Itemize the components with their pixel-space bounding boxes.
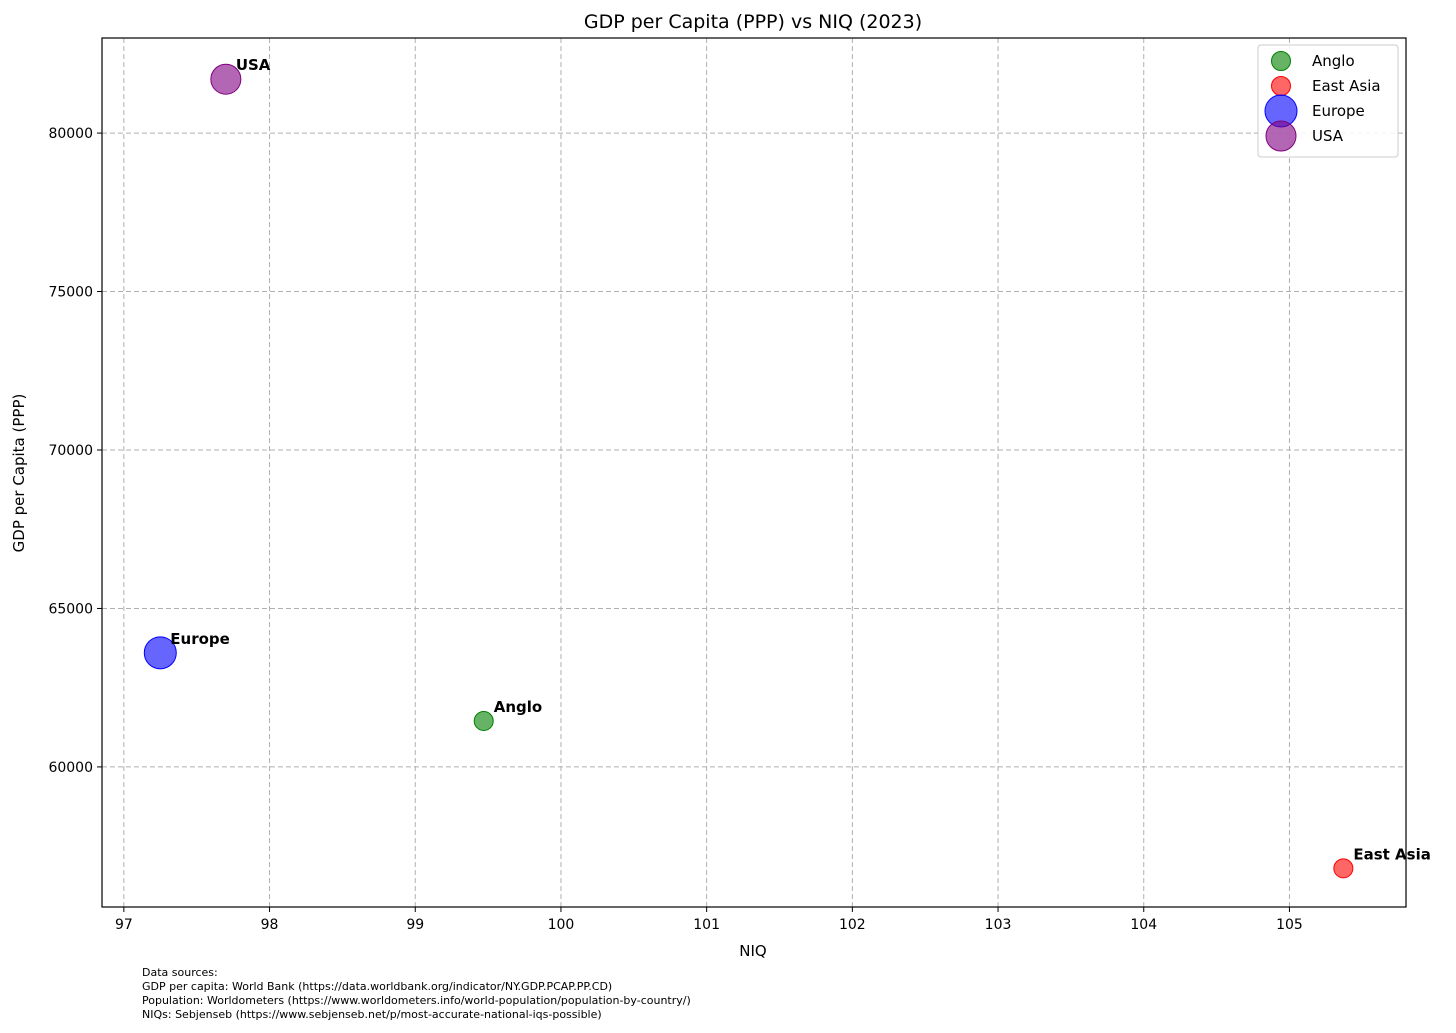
legend: Anglo East Asia Europe USA: [1257, 44, 1399, 158]
legend-label-europe: Europe: [1312, 102, 1365, 120]
point-label-anglo: Anglo: [494, 698, 542, 716]
y-tick-label: 80000: [48, 126, 93, 142]
x-tick-label: 103: [985, 917, 1012, 933]
y-tick-label: 75000: [48, 285, 93, 301]
grid-lines: [102, 38, 1406, 907]
data-point-east-asia: [1333, 858, 1354, 879]
plot-frame: [101, 37, 1407, 908]
legend-label-usa: USA: [1312, 127, 1344, 145]
x-tick-label: 99: [406, 917, 424, 933]
point-labels: Anglo East Asia Europe USA: [170, 56, 1431, 863]
source-population: Population: Worldometers (https://www.wo…: [142, 994, 691, 1007]
y-tick-label: 70000: [48, 443, 93, 459]
x-tick-label: 102: [839, 917, 866, 933]
legend-marker-usa: [1265, 120, 1297, 152]
data-point-usa: [210, 63, 242, 95]
data-point-anglo: [473, 710, 494, 731]
legend-label-east-asia: East Asia: [1312, 77, 1381, 95]
data-points: [143, 63, 1354, 879]
point-label-usa: USA: [236, 56, 271, 74]
x-tick-label: 105: [1276, 917, 1303, 933]
point-label-europe: Europe: [170, 630, 230, 648]
x-tick-label: 104: [1130, 917, 1157, 933]
x-axis-label: NIQ: [739, 942, 766, 960]
y-tick-label: 65000: [48, 601, 93, 617]
chart-title: GDP per Capita (PPP) vs NIQ (2023): [584, 11, 922, 33]
x-tick-label: 97: [115, 917, 133, 933]
x-tick-label: 101: [693, 917, 720, 933]
data-sources-heading: Data sources:: [142, 966, 218, 979]
x-tick-label: 100: [548, 917, 575, 933]
x-tick-label: 98: [261, 917, 279, 933]
data-point-europe: [143, 636, 177, 670]
axis-ticks: 97 98 99 100 101 102 103 104 105 60000 65000 70000 7…: [48, 126, 1302, 933]
legend-label-anglo: Anglo: [1312, 52, 1355, 70]
legend-marker-anglo: [1271, 51, 1291, 71]
y-axis-label: GDP per Capita (PPP): [10, 394, 28, 553]
legend-marker-east-asia: [1271, 76, 1291, 96]
source-gdp: GDP per capita: World Bank (https://data…: [142, 980, 613, 993]
data-sources-note: Data sources: GDP per capita: World Bank…: [142, 966, 691, 1022]
y-tick-label: 60000: [48, 760, 93, 776]
point-label-east-asia: East Asia: [1353, 845, 1431, 863]
source-niq: NIQs: Sebjenseb (https://www.sebjenseb.n…: [142, 1008, 602, 1021]
